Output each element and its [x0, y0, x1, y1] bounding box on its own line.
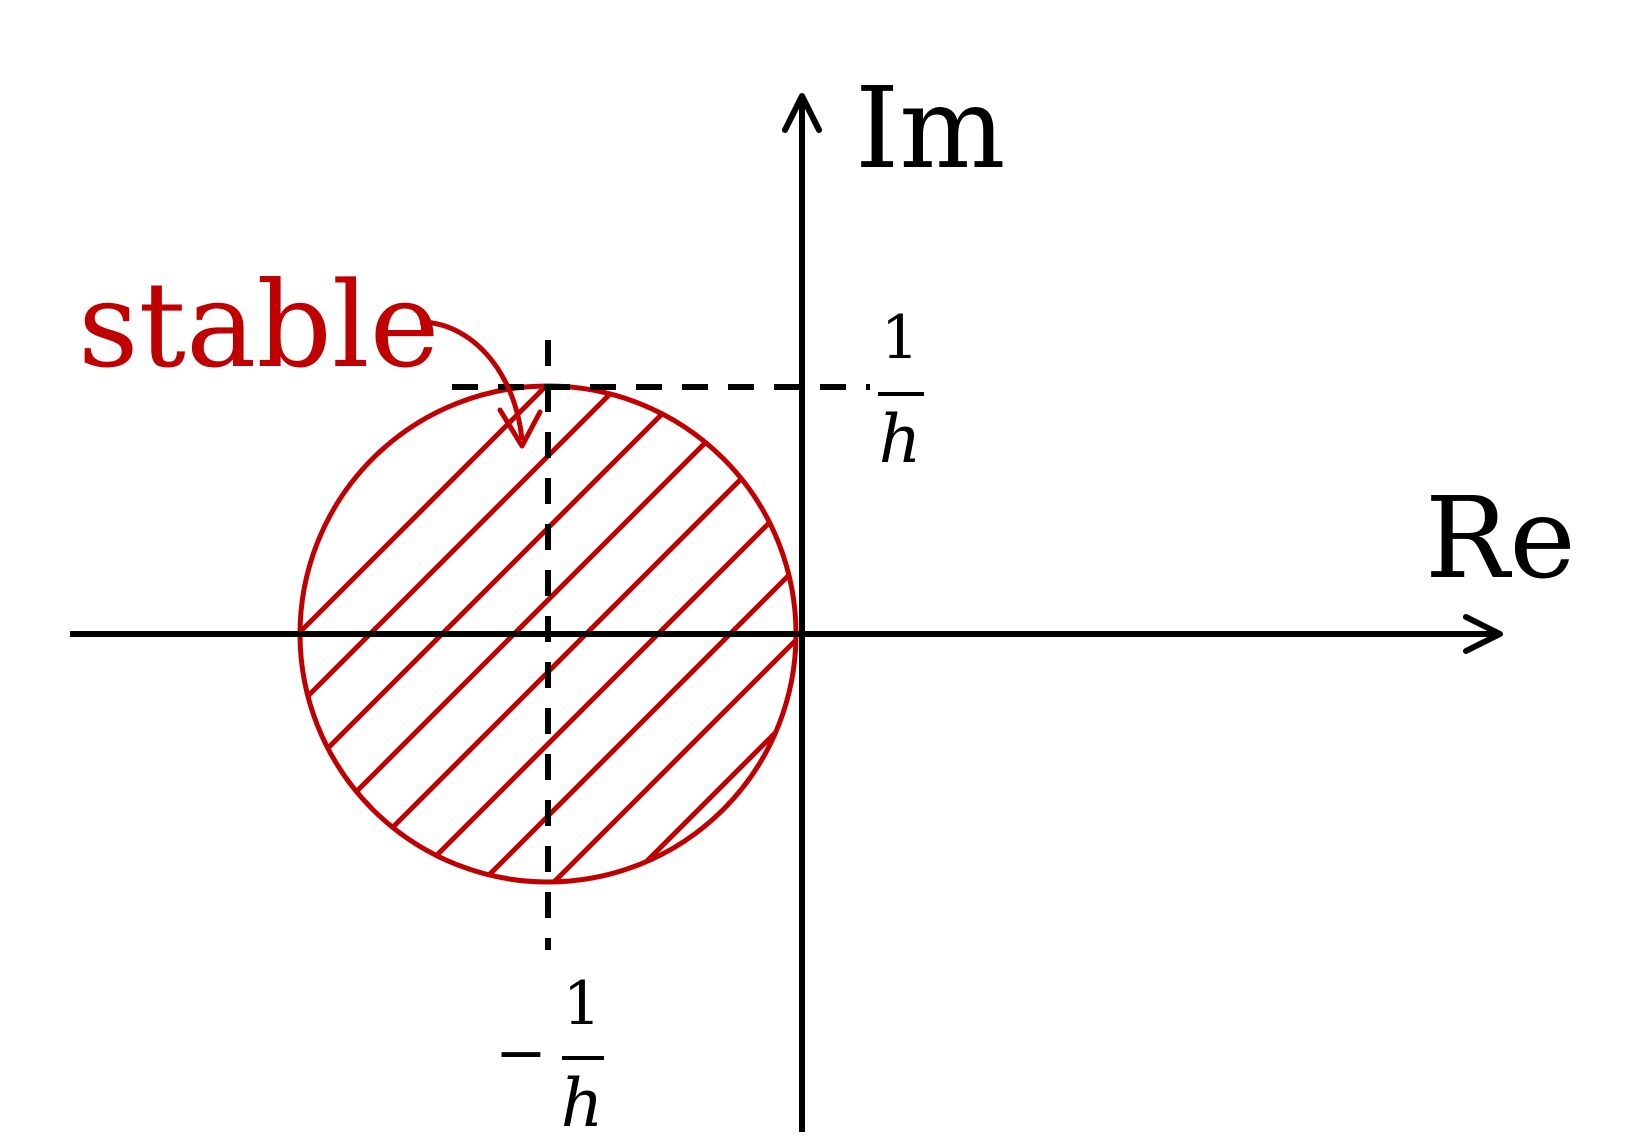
stable-region-label: stable — [78, 256, 439, 394]
imaginary-axis-label: Im — [855, 64, 1005, 194]
real-tick-denominator: h — [561, 1065, 604, 1142]
stable-pointer-arrowhead — [497, 407, 543, 449]
real-axis-arrowhead — [1463, 614, 1503, 654]
real-axis-label: Re — [1425, 474, 1576, 604]
real-tick-minus-sign: − — [495, 1016, 547, 1089]
imag-tick-label: 1 h — [878, 303, 924, 478]
real-tick-label: − 1 h — [495, 969, 604, 1142]
imag-tick-denominator: h — [879, 401, 922, 478]
stable-pointer-arrow — [419, 319, 525, 441]
imag-tick-numerator: 1 — [881, 303, 919, 373]
real-tick-numerator: 1 — [563, 969, 601, 1039]
imaginary-axis-arrowhead — [782, 93, 822, 133]
